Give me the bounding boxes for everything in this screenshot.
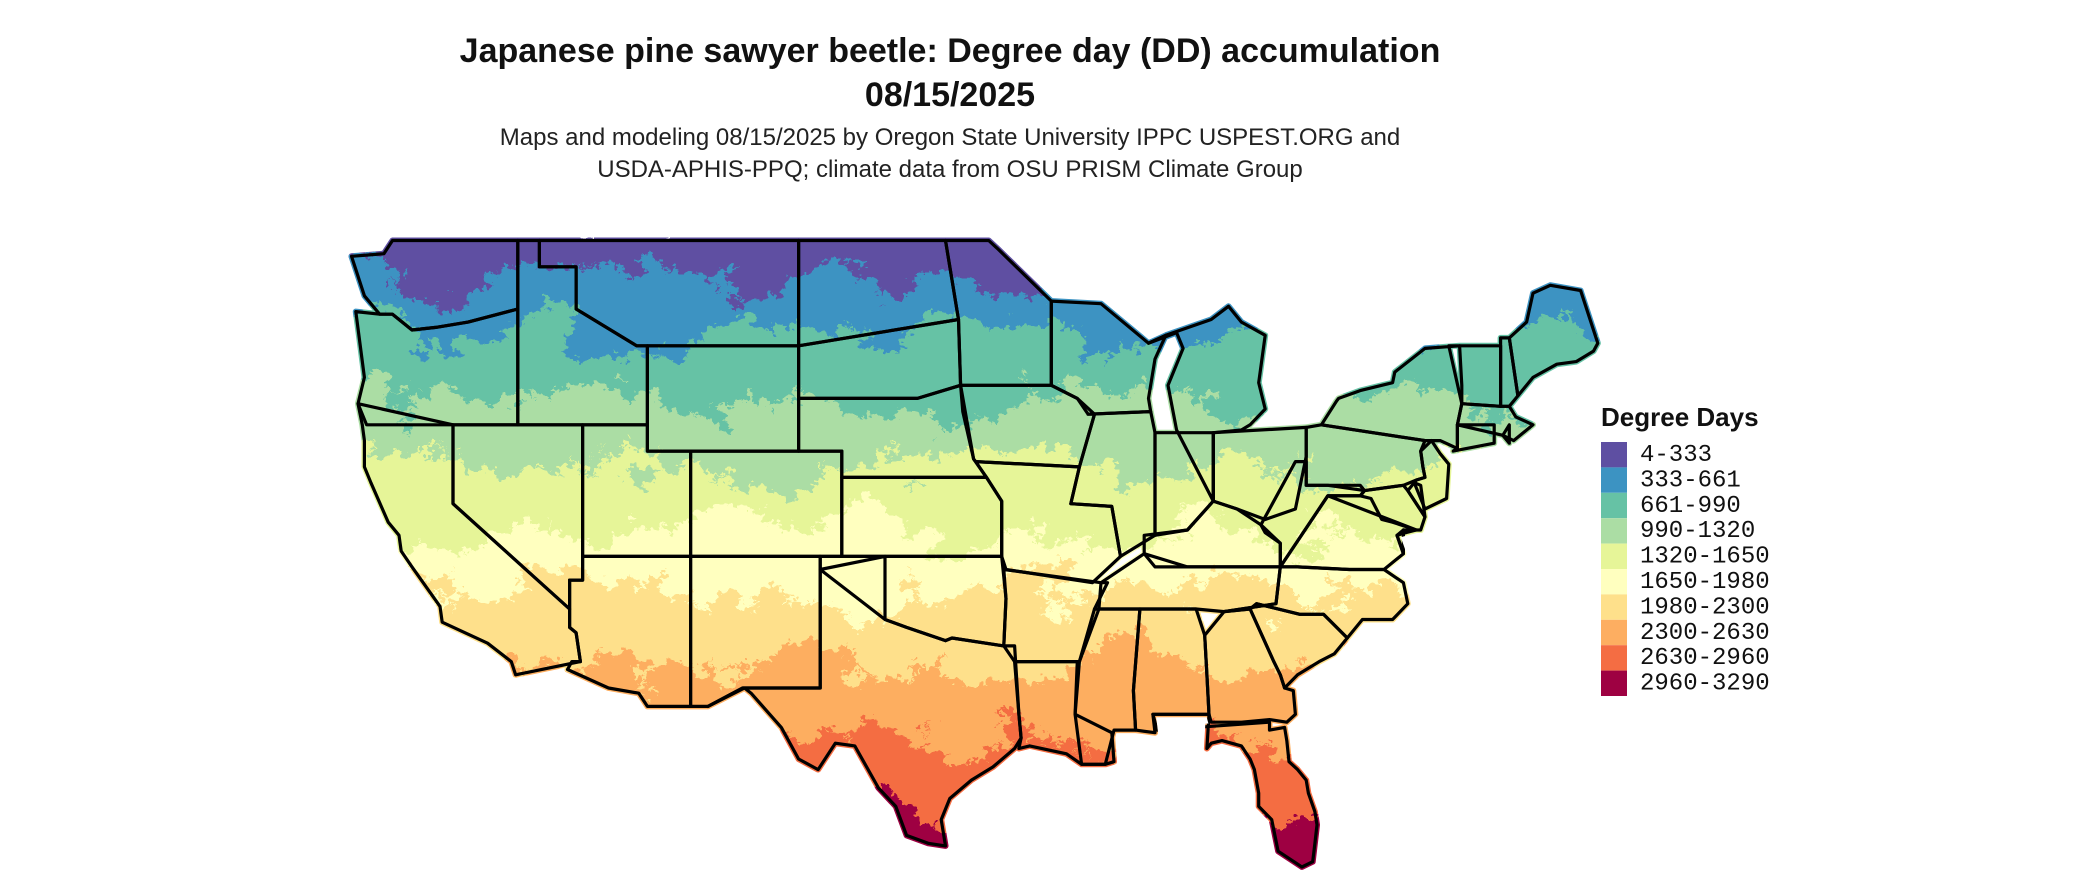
svg-text:2960-3290: 2960-3290 (1640, 671, 1770, 698)
svg-text:333-661: 333-661 (1640, 467, 1741, 494)
svg-text:1650-1980: 1650-1980 (1640, 569, 1770, 596)
svg-text:4-333: 4-333 (1640, 442, 1712, 469)
svg-text:990-1320: 990-1320 (1640, 518, 1755, 545)
svg-text:Degree Days: Degree Days (1601, 402, 1759, 432)
svg-text:661-990: 661-990 (1640, 493, 1741, 520)
svg-text:1980-2300: 1980-2300 (1640, 594, 1770, 621)
svg-text:1320-1650: 1320-1650 (1640, 544, 1770, 571)
svg-text:2300-2630: 2300-2630 (1640, 620, 1770, 647)
svg-text:2630-2960: 2630-2960 (1640, 645, 1770, 672)
